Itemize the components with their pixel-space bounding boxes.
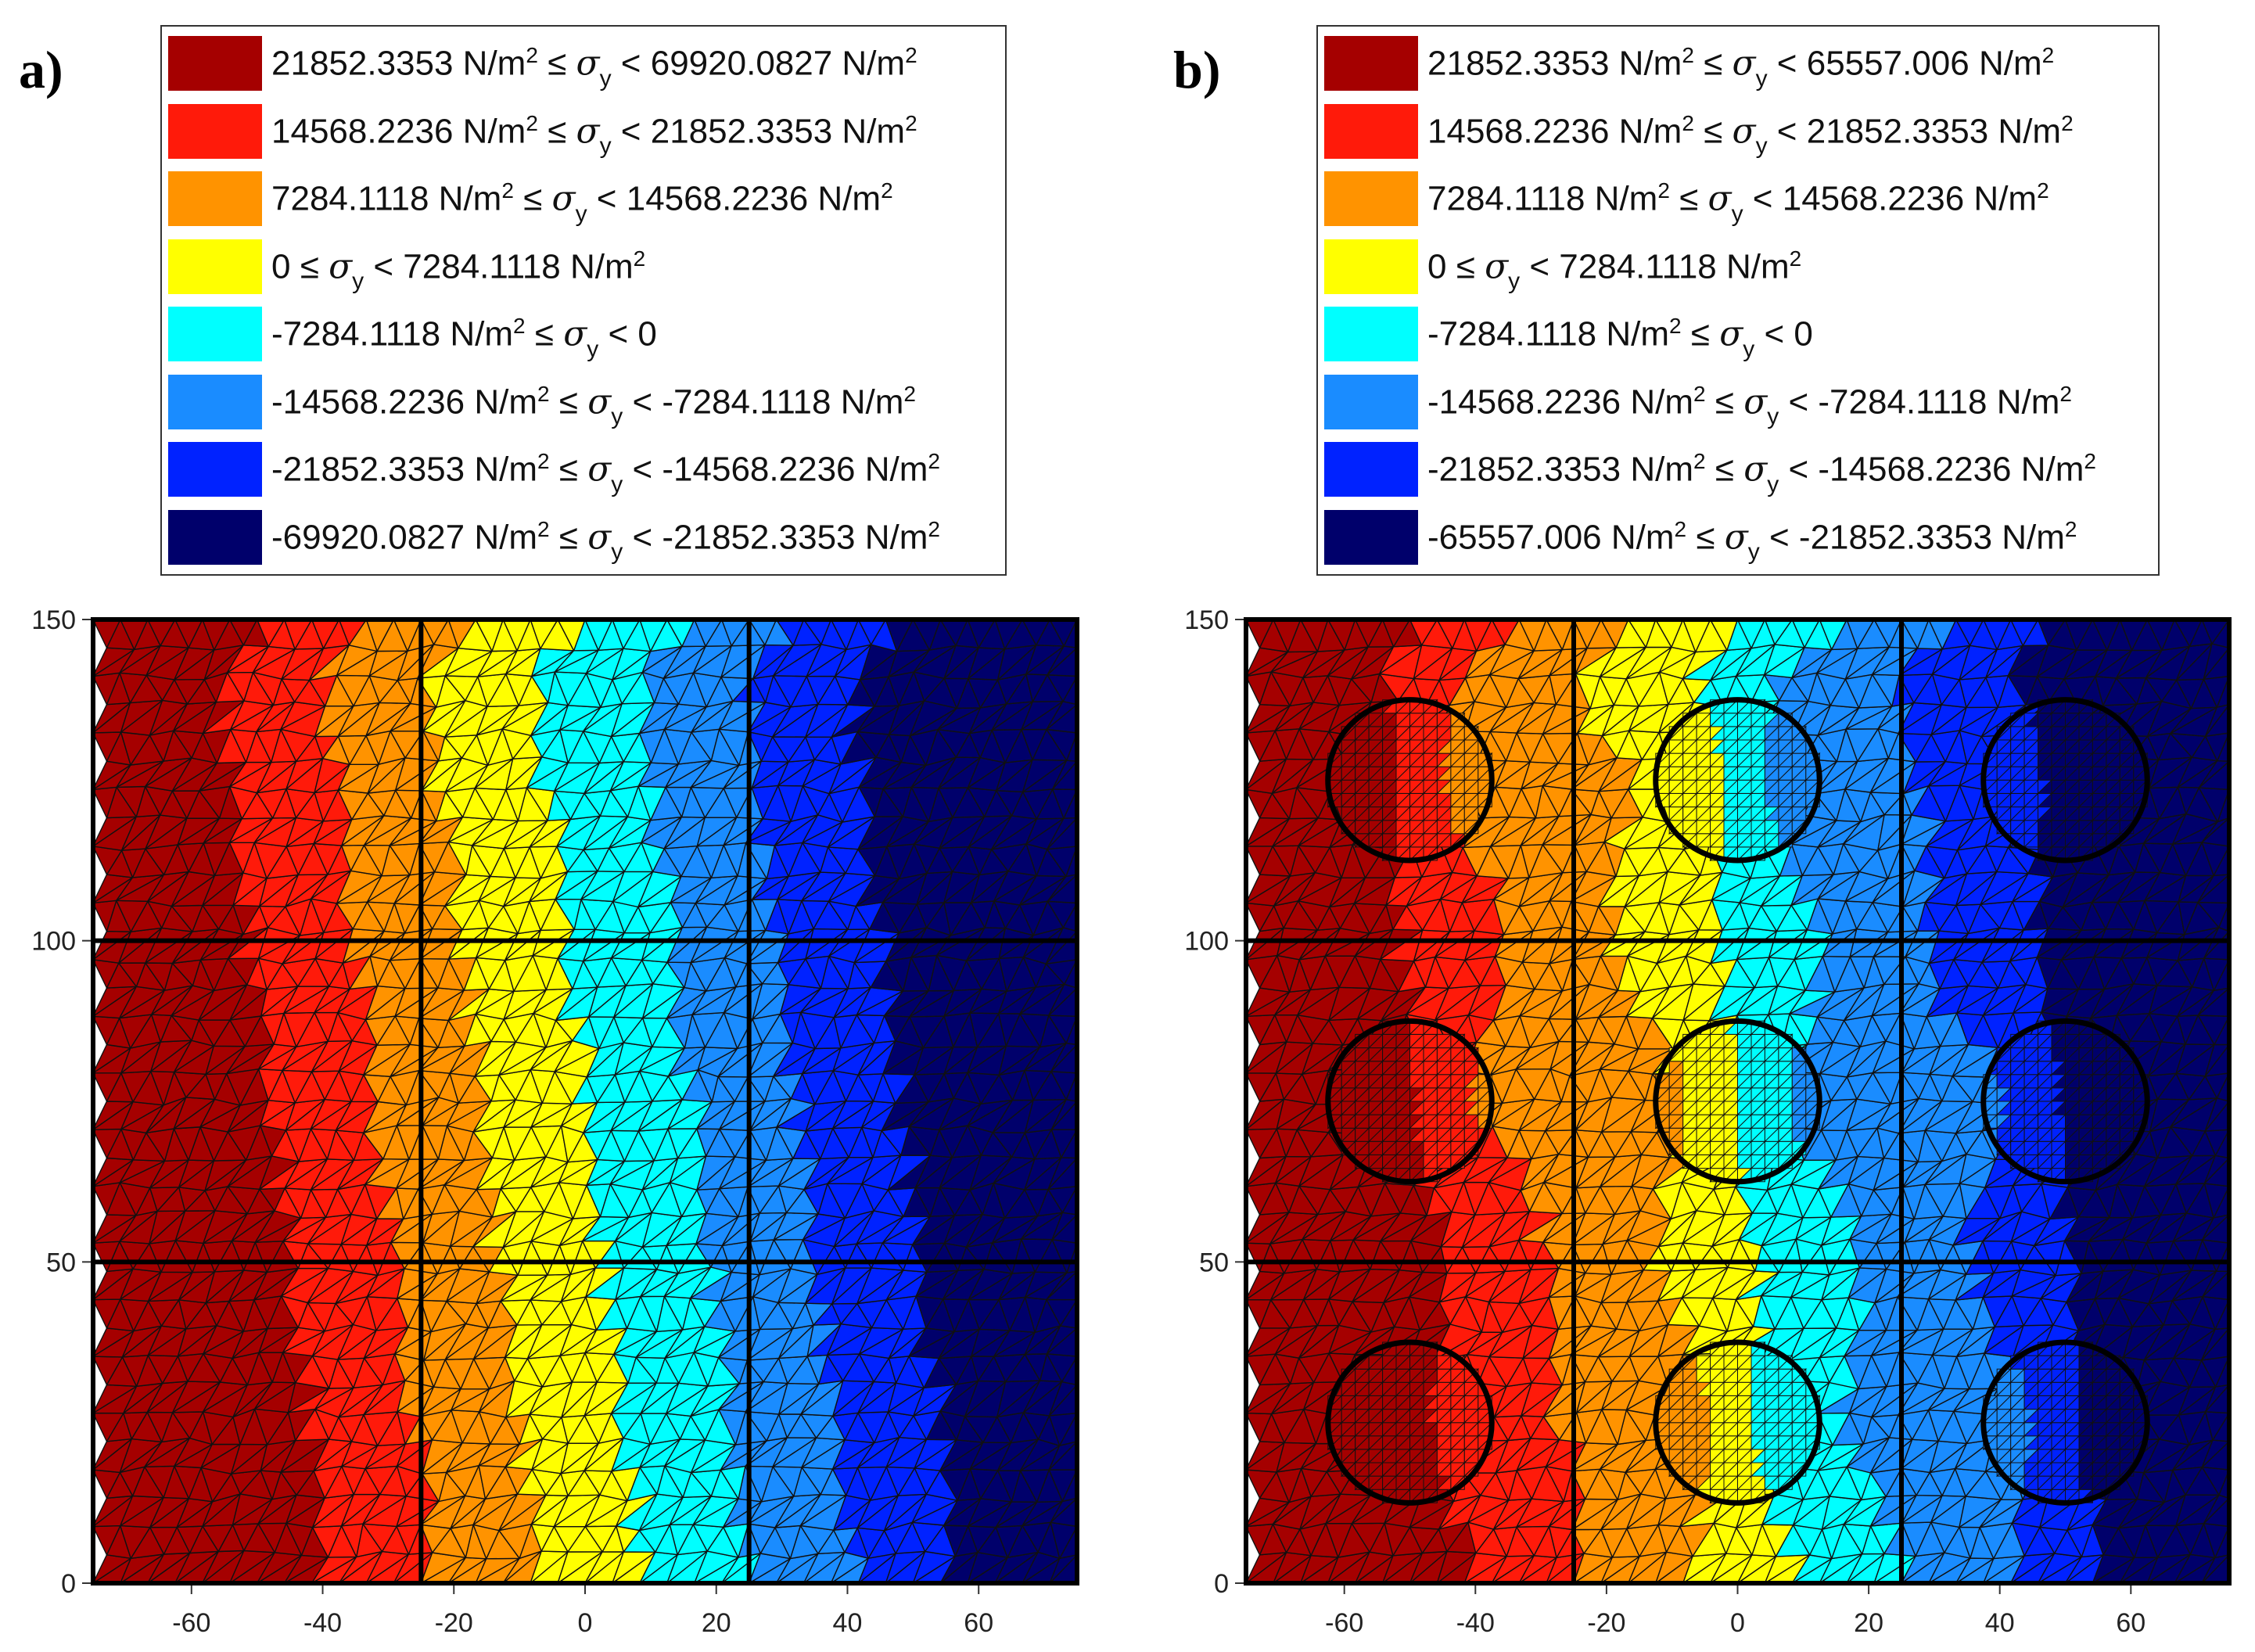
x-tick-label: 40: [1985, 1608, 2015, 1638]
x-tick-label: -20: [1587, 1608, 1625, 1638]
legend-label: -7284.1118 N/m2 ≤ σy < 0: [1427, 314, 1813, 362]
mesh: [92, 619, 1078, 1584]
legend-item: 0 ≤ σy < 7284.1118 N/m2: [168, 238, 645, 296]
legend-swatch: [1324, 103, 1418, 159]
x-tick-label: 20: [1854, 1608, 1883, 1638]
y-tick-label: 0: [61, 1569, 76, 1599]
legend-panel-b: 21852.3353 N/m2 ≤ σy < 65557.006 N/m2 145…: [1316, 25, 2160, 576]
inclusion-mesh: [1982, 1020, 2149, 1183]
legend-item: -69920.0827 N/m2 ≤ σy < -21852.3353 N/m2: [168, 508, 940, 566]
legend-swatch: [168, 307, 262, 361]
legend-panel-a: 21852.3353 N/m2 ≤ σy < 69920.0827 N/m2 14…: [160, 25, 1007, 576]
legend-item: 0 ≤ σy < 7284.1118 N/m2: [1324, 238, 1801, 296]
x-tick-label: 0: [578, 1608, 593, 1638]
legend-item: -14568.2236 N/m2 ≤ σy < -7284.1118 N/m2: [168, 373, 916, 431]
legend-swatch: [1324, 442, 1418, 497]
legend-label: -65557.006 N/m2 ≤ σy < -21852.3353 N/m2: [1427, 516, 2077, 566]
legend-item: 21852.3353 N/m2 ≤ σy < 65557.006 N/m2: [1324, 34, 2054, 92]
x-tick-label: -20: [435, 1608, 473, 1638]
x-tick-label: 40: [833, 1608, 863, 1638]
legend-label: 7284.1118 N/m2 ≤ σy < 14568.2236 N/m2: [1427, 178, 2049, 227]
legend-swatch: [1324, 374, 1418, 429]
inclusion-circle: [1980, 1339, 2150, 1506]
legend-swatch: [1324, 36, 1418, 91]
inclusion-circle: [1325, 1018, 1495, 1185]
y-tick-label: 50: [46, 1248, 76, 1277]
x-tick-label: -60: [1325, 1608, 1363, 1638]
legend-label: 7284.1118 N/m2 ≤ σy < 14568.2236 N/m2: [271, 178, 893, 227]
legend-item: 14568.2236 N/m2 ≤ σy < 21852.3353 N/m2: [168, 102, 917, 160]
x-tick-label: -40: [1456, 1608, 1495, 1638]
plot-panel-b: -60 -40 -20 0 20 40 60 0 50 100 150: [1184, 605, 2232, 1638]
plot-frame: [91, 617, 1079, 1586]
legend-label: -21852.3353 N/m2 ≤ σy < -14568.2236 N/m2: [271, 449, 940, 497]
legend-item: -14568.2236 N/m2 ≤ σy < -7284.1118 N/m2: [1324, 373, 2072, 431]
legend-label: 21852.3353 N/m2 ≤ σy < 65557.006 N/m2: [1427, 43, 2055, 92]
inclusion-circle: [1653, 1339, 1822, 1506]
legend-label: -7284.1118 N/m2 ≤ σy < 0: [271, 314, 657, 362]
inclusion-circle: [1325, 1339, 1495, 1506]
legend-swatch: [168, 442, 262, 497]
inclusion-mesh: [1654, 1020, 1821, 1183]
legend-item: 21852.3353 N/m2 ≤ σy < 69920.0827 N/m2: [168, 34, 917, 92]
legend-label: 14568.2236 N/m2 ≤ σy < 21852.3353 N/m2: [271, 110, 917, 160]
inclusion-circle: [1980, 697, 2150, 864]
legend-swatch: [1324, 171, 1418, 226]
panel-b-label: b): [1173, 40, 1221, 99]
legend-swatch: [168, 374, 262, 429]
legend-label: 14568.2236 N/m2 ≤ σy < 21852.3353 N/m2: [1427, 110, 2074, 160]
legend-label: -14568.2236 N/m2 ≤ σy < -7284.1118 N/m2: [1427, 381, 2072, 430]
legend-swatch: [1324, 239, 1418, 294]
legend-swatch: [168, 509, 262, 565]
legend-label: 0 ≤ σy < 7284.1118 N/m2: [1427, 246, 1802, 295]
legend-label: 0 ≤ σy < 7284.1118 N/m2: [271, 246, 646, 295]
y-tick-label: 50: [1199, 1248, 1229, 1277]
legend-item: 7284.1118 N/m2 ≤ σy < 14568.2236 N/m2: [168, 170, 893, 228]
inclusion-circle: [1653, 697, 1822, 864]
y-tick-label: 0: [1214, 1569, 1229, 1599]
legend-item: 14568.2236 N/m2 ≤ σy < 21852.3353 N/m2: [1324, 102, 2074, 160]
y-tick-label: 100: [31, 927, 76, 957]
legend-swatch: [1324, 307, 1418, 361]
inclusion-mesh: [1982, 699, 2149, 862]
inclusion-circle: [1653, 1018, 1822, 1185]
legend-item: -7284.1118 N/m2 ≤ σy < 0: [168, 305, 657, 363]
legend-swatch: [168, 36, 262, 91]
legend-item: -7284.1118 N/m2 ≤ σy < 0: [1324, 305, 1813, 363]
legend-swatch: [168, 171, 262, 226]
legend-item: -65557.006 N/m2 ≤ σy < -21852.3353 N/m2: [1324, 508, 2077, 566]
y-tick-label: 100: [1184, 927, 1229, 957]
legend-swatch: [168, 103, 262, 159]
legend-label: -69920.0827 N/m2 ≤ σy < -21852.3353 N/m2: [271, 516, 940, 566]
legend-item: -21852.3353 N/m2 ≤ σy < -14568.2236 N/m2: [1324, 440, 2096, 498]
panel-a-label: a): [19, 40, 63, 99]
inclusion-circle: [1325, 697, 1495, 864]
legend-item: 7284.1118 N/m2 ≤ σy < 14568.2236 N/m2: [1324, 170, 2049, 228]
plot-frame: [1244, 617, 2232, 1586]
y-tick-label: 150: [1184, 605, 1229, 635]
x-tick-label: 20: [702, 1608, 731, 1638]
x-tick-label: 60: [964, 1608, 993, 1638]
x-tick-label: -40: [303, 1608, 342, 1638]
x-tick-label: 60: [2116, 1608, 2145, 1638]
inclusion-circle: [1980, 1018, 2150, 1185]
x-tick-label: 0: [1730, 1608, 1745, 1638]
legend-label: -21852.3353 N/m2 ≤ σy < -14568.2236 N/m2: [1427, 449, 2096, 497]
plot-panel-a: -60 -40 -20 0 20 40 60 0 50 100 150: [31, 605, 1079, 1638]
legend-swatch: [1324, 509, 1418, 565]
legend-swatch: [168, 239, 262, 294]
legend-item: -21852.3353 N/m2 ≤ σy < -14568.2236 N/m2: [168, 440, 940, 498]
legend-label: -14568.2236 N/m2 ≤ σy < -7284.1118 N/m2: [271, 381, 916, 430]
y-tick-label: 150: [31, 605, 76, 635]
legend-label: 21852.3353 N/m2 ≤ σy < 69920.0827 N/m2: [271, 43, 917, 92]
x-tick-label: -60: [172, 1608, 210, 1638]
